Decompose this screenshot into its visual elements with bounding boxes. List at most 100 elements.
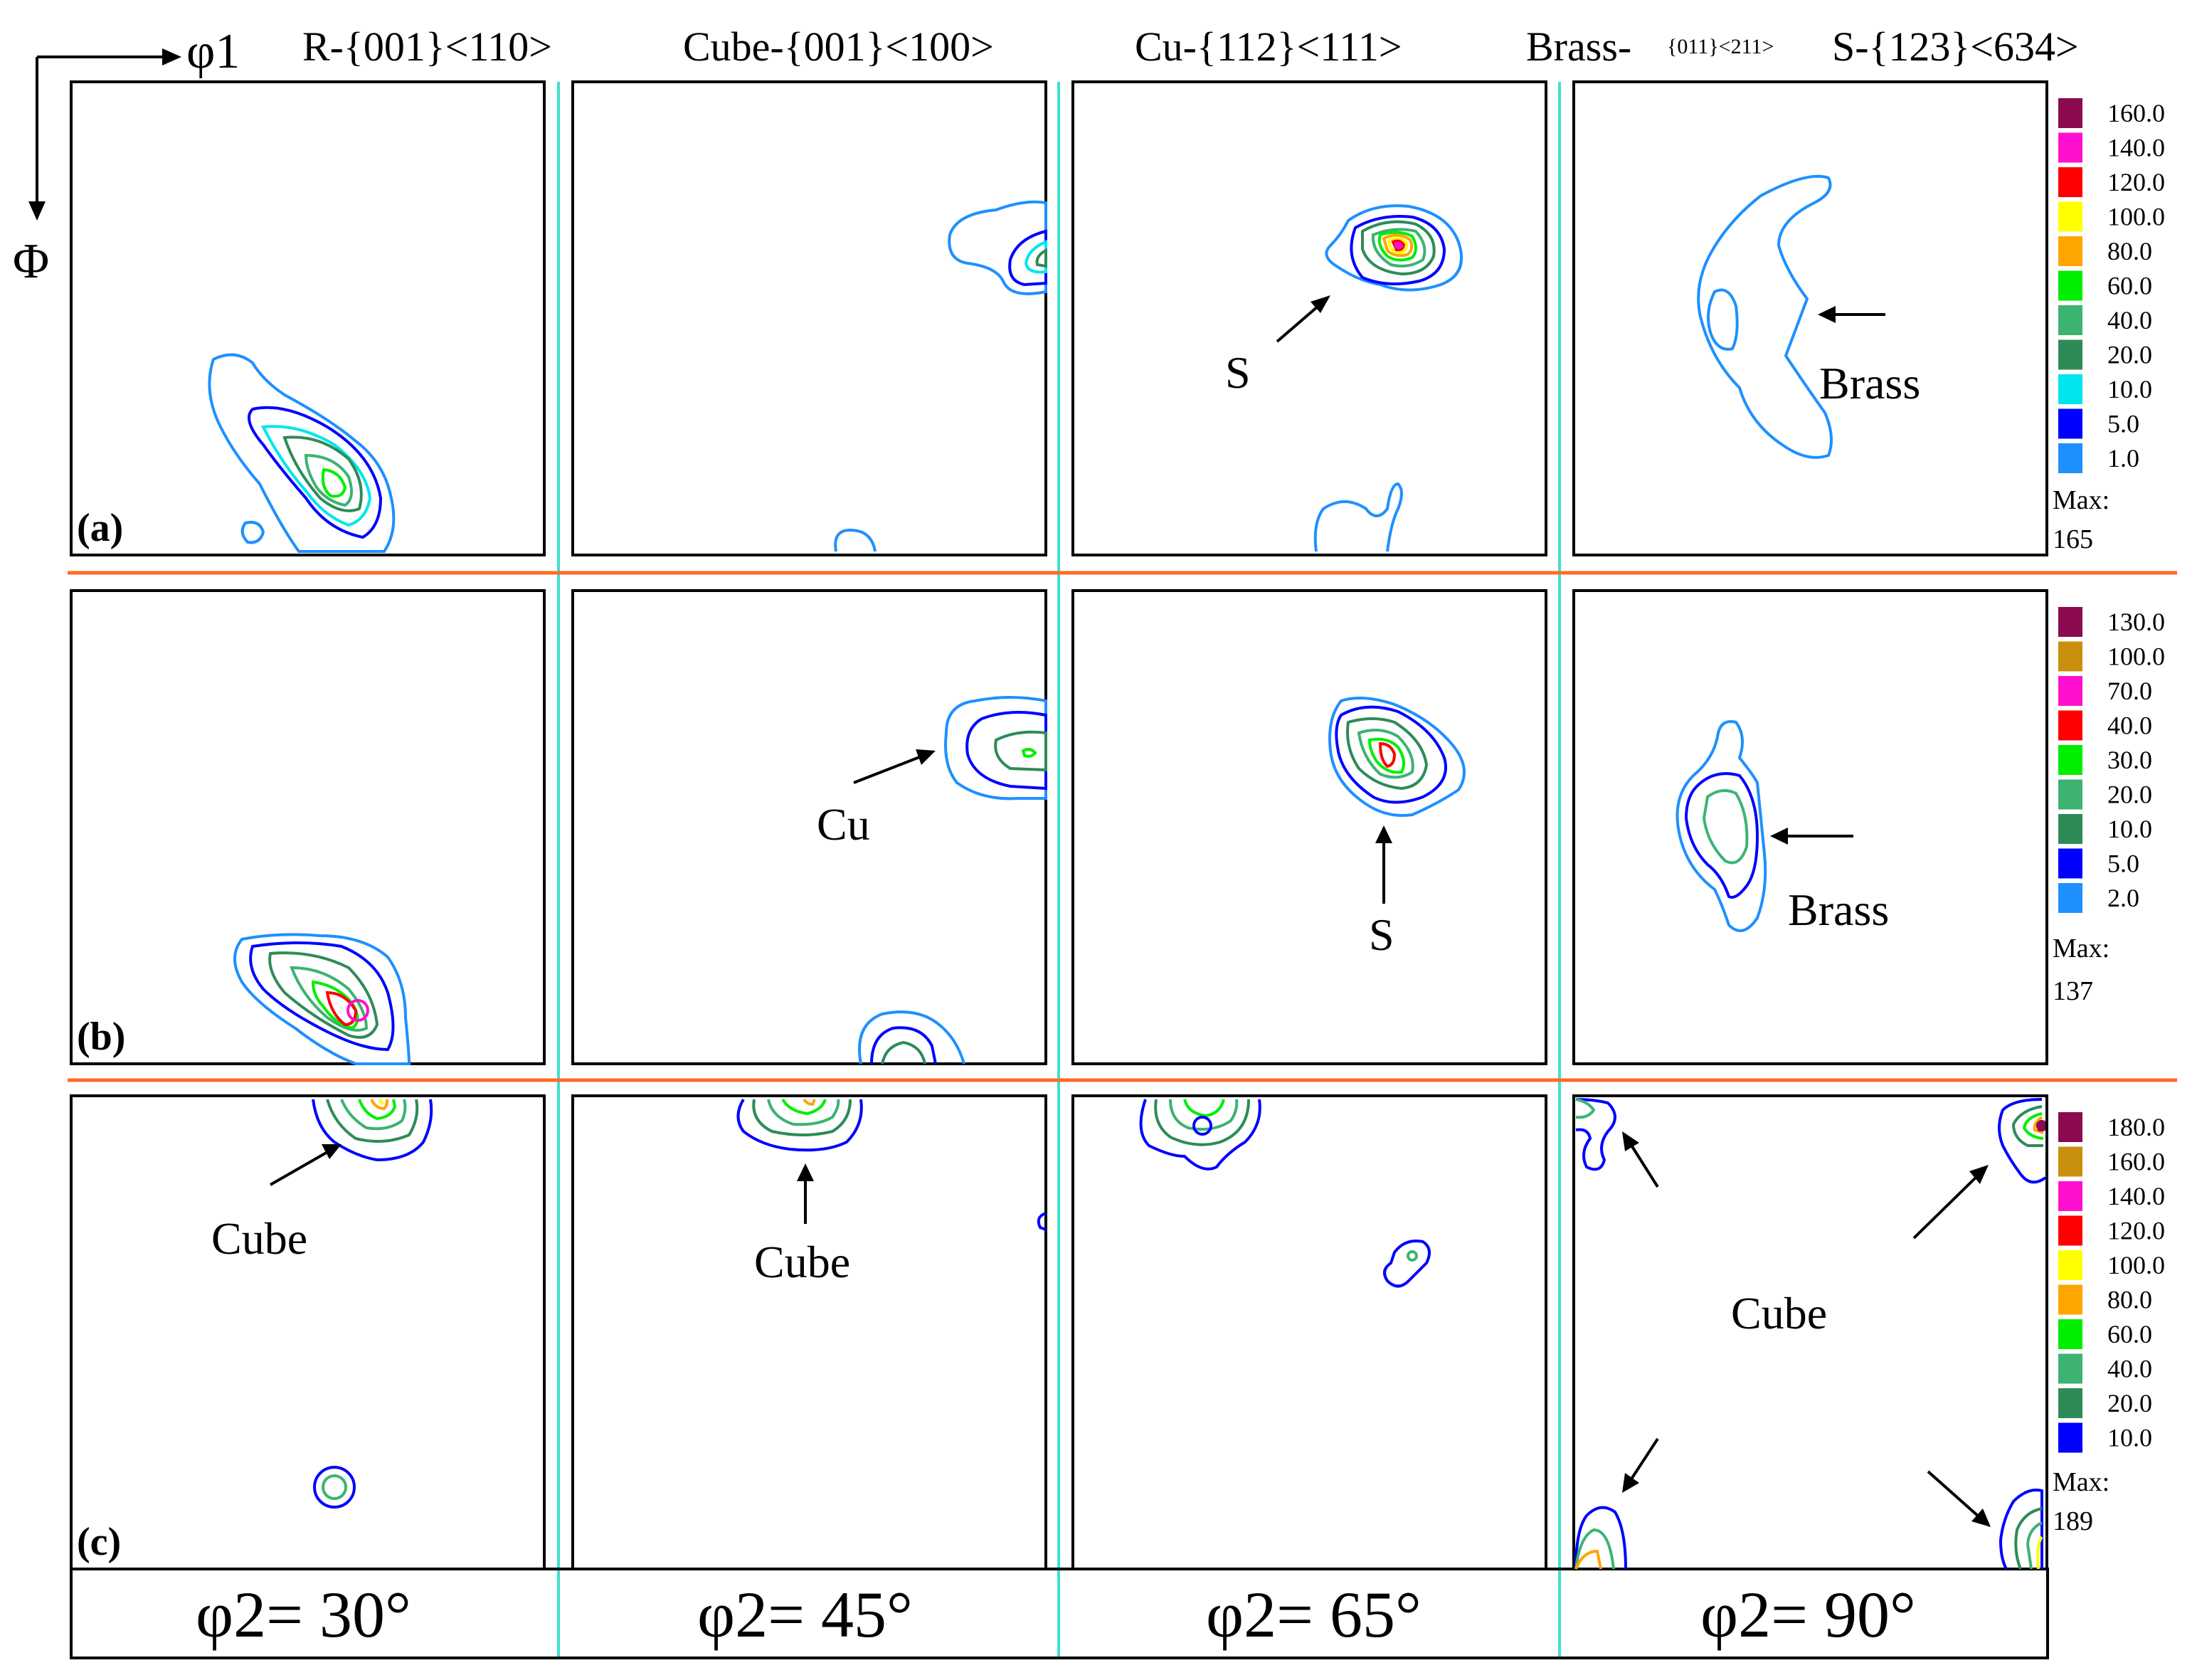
annotation-b-Cu: Cu (817, 799, 870, 850)
legend-c-tick: 140.0 (2107, 1182, 2165, 1210)
legend-b-swatch (2058, 883, 2082, 913)
panel-frames (70, 80, 2049, 1659)
legend-c-swatch (2058, 1215, 2082, 1246)
legend-row-b: Max: 137 130.0 100.0 70.0 40.0 30.0 20.0 10.0 5… (2045, 591, 2165, 1064)
panel-b-45 (571, 589, 1047, 1065)
legend-a-tick: 10.0 (2107, 375, 2152, 403)
annotation-b-Brass: Brass (1788, 884, 1889, 935)
contour-c-65 (1139, 1099, 1431, 1288)
annotation-a-Brass: Brass (1819, 358, 1920, 408)
contour-b-30 (233, 933, 411, 1065)
legend-b-max-label: Max: (2053, 934, 2109, 963)
legend-c-swatch (2058, 1319, 2082, 1349)
header-Cu: Cu-{112}<111> (1135, 23, 1402, 70)
annotation-arrows (270, 295, 1991, 1527)
legend-a-tick: 120.0 (2107, 168, 2165, 196)
legend-a-swatch (2058, 339, 2082, 370)
contours (208, 174, 2048, 1570)
legend-a-swatch (2058, 98, 2082, 128)
footer-phi2-65: φ2= 65° (1206, 1578, 1422, 1651)
row-label-c: (c) (77, 1520, 121, 1564)
row-label-b: (b) (77, 1015, 125, 1059)
legend-c-swatch (2058, 1388, 2082, 1418)
contour-a-90 (1697, 174, 1833, 459)
legend-c-tick: 120.0 (2107, 1217, 2165, 1245)
annotation-c-Cube-30: Cube (211, 1213, 307, 1264)
panel-a-45 (571, 80, 1047, 556)
legend-c-swatch (2058, 1284, 2082, 1315)
legend-a-max-label: Max: (2053, 485, 2109, 515)
contour-b-45 (858, 696, 1047, 1064)
Phi-arrowhead (28, 201, 46, 221)
legend-a-tick: 140.0 (2107, 134, 2165, 162)
legend-c-swatch (2058, 1112, 2082, 1142)
legend-a-swatch (2058, 374, 2082, 404)
contour-a-65 (1313, 204, 1463, 552)
header-Brass-indices: {011}<211> (1667, 35, 1774, 58)
legend-a-swatch (2058, 443, 2082, 473)
contour-b-90 (1675, 720, 1767, 932)
legend-b-max-value: 137 (2053, 976, 2093, 1006)
legend-c-tick: 160.0 (2107, 1148, 2165, 1176)
annotation-b-S: S (1369, 909, 1394, 960)
contour-a-30 (208, 353, 396, 553)
legend-b-swatch (2058, 848, 2082, 879)
legend-a-swatch (2058, 201, 2082, 232)
legend-c-swatch (2058, 1422, 2082, 1453)
contour-a-45 (834, 200, 1047, 552)
legend-a-tick: 5.0 (2107, 410, 2139, 438)
legend-row-a: Max: 165 160.0 140.0 120.0 100.0 80.0 60.0 40.… (2045, 82, 2165, 555)
legend-b-tick: 30.0 (2107, 746, 2152, 774)
legend-a-swatch (2058, 408, 2082, 439)
legend-a-tick: 1.0 (2107, 444, 2139, 472)
panel-c-65 (1071, 1094, 1547, 1570)
legend-a-swatch (2058, 270, 2082, 301)
legend-b-swatch (2058, 676, 2082, 706)
legend-b-swatch (2058, 779, 2082, 810)
legend-c-tick: 180.0 (2107, 1113, 2165, 1141)
legend-a-swatch (2058, 167, 2082, 197)
contour-b-65 (1328, 697, 1466, 817)
footer-phi2-30: φ2= 30° (196, 1578, 411, 1651)
legend-b-tick: 130.0 (2107, 608, 2165, 636)
texture-headers: R-{001}<110> Cube-{001}<100> Cu-{112}<11… (302, 23, 2079, 70)
panel-a-65 (1071, 80, 1547, 556)
footer-frame (70, 1568, 2049, 1659)
legend-b-swatch (2058, 607, 2082, 637)
header-Brass: Brass- (1526, 23, 1631, 70)
legend-c-max-label: Max: (2053, 1467, 2109, 1497)
panel-b-65 (1071, 589, 1547, 1065)
panel-b-30 (70, 589, 546, 1065)
legend-a-max-value: 165 (2053, 524, 2093, 554)
legend-c-max-value: 189 (2053, 1506, 2093, 1536)
legend-b-swatch (2058, 745, 2082, 775)
legend-b-tick: 20.0 (2107, 781, 2152, 809)
Phi-axis-label: Φ (13, 234, 49, 289)
legend-a-tick: 100.0 (2107, 203, 2165, 231)
annotation-a-S: S (1225, 347, 1251, 398)
footer-phi2-45: φ2= 45° (697, 1578, 913, 1651)
legend-a-swatch (2058, 132, 2082, 163)
panel-c-30 (70, 1094, 546, 1570)
legend-c-tick: 40.0 (2107, 1355, 2152, 1383)
legend-b-swatch (2058, 710, 2082, 741)
contour-c-30 (312, 1099, 433, 1509)
legend-a-tick: 20.0 (2107, 341, 2152, 369)
panel-a-90 (1572, 80, 2048, 556)
legend-b-tick: 100.0 (2107, 643, 2165, 671)
legend-b-tick: 10.0 (2107, 815, 2152, 843)
legend-c-swatch (2058, 1181, 2082, 1211)
header-S: S-{123}<634> (1832, 23, 2079, 70)
panel-b-90 (1572, 589, 2048, 1065)
legend-a-swatch (2058, 305, 2082, 335)
panel-a-30 (70, 80, 546, 556)
legend-a-tick: 40.0 (2107, 306, 2152, 334)
axis-indicator: φ1 Φ (13, 24, 240, 289)
contour-c-45 (736, 1098, 1047, 1231)
legend-b-tick: 40.0 (2107, 712, 2152, 740)
legend-c-swatch (2058, 1250, 2082, 1280)
legend-c-tick: 20.0 (2107, 1389, 2152, 1417)
legend-row-c: Max: 189 180.0 160.0 140.0 120.0 100.0 80.0 60… (2045, 1096, 2165, 1569)
legend-b-swatch (2058, 814, 2082, 844)
legend-a-tick: 60.0 (2107, 272, 2152, 300)
